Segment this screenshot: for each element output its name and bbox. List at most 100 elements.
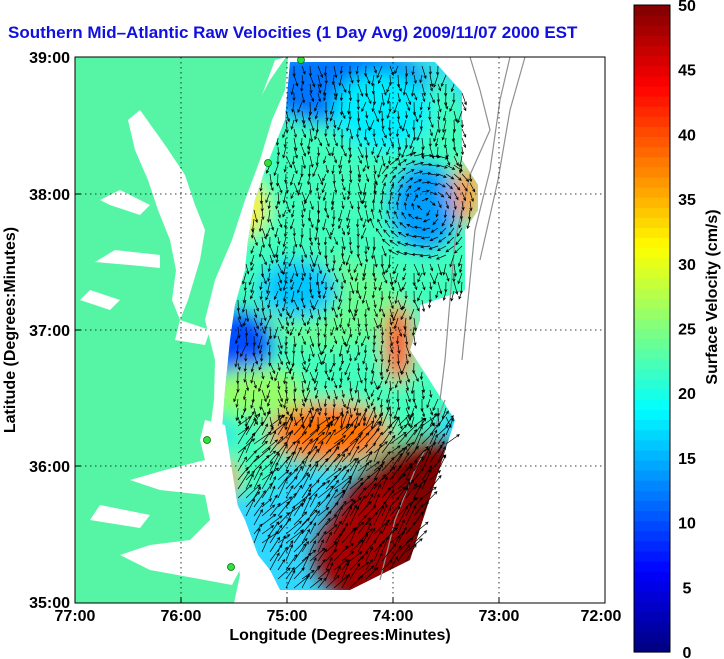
velocity-arrow — [354, 299, 359, 314]
velocity-arrow — [369, 119, 375, 131]
velocity-arrow — [437, 110, 441, 121]
velocity-arrow — [309, 200, 314, 211]
velocity-arrow — [237, 317, 243, 328]
velocity-arrow — [333, 532, 343, 553]
velocity-arrow — [365, 566, 379, 580]
velocity-arrow — [389, 137, 394, 148]
velocity-arrow — [365, 209, 370, 224]
velocity-arrow — [268, 236, 272, 248]
velocity-arrow — [293, 465, 303, 481]
velocity-arrow — [381, 487, 391, 499]
velocity-arrow — [347, 83, 352, 95]
colorbar-step — [634, 601, 670, 613]
velocity-arrow — [293, 575, 310, 589]
velocity-arrow — [400, 308, 407, 321]
velocity-arrow — [445, 434, 460, 445]
velocity-arrow — [309, 281, 313, 294]
velocity-arrow — [429, 200, 436, 206]
velocity-arrow — [393, 101, 399, 114]
velocity-arrow — [331, 263, 335, 272]
velocity-arrow — [433, 272, 439, 285]
velocity-arrow — [332, 398, 336, 408]
velocity-arrow — [357, 487, 367, 499]
velocity-arrow — [253, 471, 263, 490]
velocity-arrow — [435, 254, 447, 260]
velocity-arrow — [405, 335, 409, 346]
velocity-arrow — [237, 470, 250, 490]
velocity-arrow — [371, 83, 376, 95]
x-tick-label: 75:00 — [267, 608, 308, 625]
velocity-arrow — [307, 146, 311, 155]
velocity-arrow — [409, 137, 415, 150]
velocity-arrow — [289, 362, 295, 372]
velocity-arrow — [301, 65, 306, 75]
velocity-arrow — [277, 496, 293, 508]
velocity-arrow — [413, 92, 418, 101]
velocity-arrow — [261, 525, 275, 535]
velocity-arrow — [459, 209, 464, 220]
velocity-arrow — [354, 308, 359, 317]
velocity-arrow — [330, 200, 335, 211]
velocity-arrow — [413, 225, 423, 229]
velocity-arrow — [267, 272, 271, 282]
velocity-arrow — [363, 200, 368, 209]
velocity-arrow — [325, 541, 338, 553]
velocity-arrow — [412, 362, 416, 374]
velocity-arrow — [277, 218, 283, 228]
velocity-arrow — [365, 74, 371, 85]
velocity-arrow — [347, 101, 351, 115]
velocity-arrow — [293, 472, 309, 490]
velocity-arrow — [314, 389, 319, 400]
velocity-arrow — [245, 484, 261, 499]
velocity-arrow — [441, 128, 447, 141]
velocity-arrow — [331, 299, 335, 312]
velocity-arrow — [397, 544, 411, 562]
velocity-arrow — [436, 245, 447, 251]
velocity-arrow — [317, 263, 322, 275]
colorbar-step — [634, 368, 670, 380]
velocity-arrow — [357, 326, 361, 337]
velocity-arrow — [389, 445, 401, 454]
velocity-arrow — [373, 380, 379, 391]
velocity-arrow — [346, 398, 351, 411]
colorbar-step — [634, 106, 670, 117]
velocity-arrow — [324, 363, 328, 375]
velocity-arrow — [333, 335, 338, 345]
velocity-arrow — [389, 531, 406, 544]
velocity-arrow — [289, 173, 295, 186]
velocity-arrow — [324, 282, 328, 291]
velocity-arrow — [339, 317, 343, 329]
colorbar-step — [634, 227, 670, 239]
velocity-arrow — [437, 119, 441, 134]
velocity-arrow — [437, 173, 447, 178]
velocity-arrow — [349, 539, 364, 553]
velocity-cell — [222, 308, 274, 379]
velocity-arrow — [421, 465, 433, 481]
velocity-arrow — [333, 92, 337, 101]
velocity-arrow — [389, 65, 394, 76]
velocity-arrow — [377, 218, 383, 229]
velocity-arrow — [285, 505, 295, 526]
velocity-arrow — [290, 281, 295, 291]
velocity-arrow — [339, 65, 343, 75]
velocity-arrow — [397, 326, 403, 338]
velocity-arrow — [277, 308, 282, 318]
velocity-arrow — [306, 380, 311, 392]
velocity-arrow — [341, 254, 346, 266]
velocity-arrow — [333, 520, 342, 535]
velocity-arrow — [373, 443, 382, 463]
velocity-arrow — [317, 440, 324, 454]
velocity-arrow — [397, 433, 408, 445]
velocity-arrow — [275, 299, 279, 308]
velocity-arrow — [357, 119, 362, 132]
velocity-arrow — [395, 335, 400, 345]
velocity-arrow — [301, 128, 307, 139]
velocity-arrow — [317, 335, 321, 347]
velocity-arrow — [454, 245, 463, 254]
velocity-arrow — [324, 407, 328, 417]
velocity-arrow — [285, 540, 294, 553]
velocity-arrow — [339, 308, 343, 318]
velocity-arrow — [394, 65, 399, 75]
velocity-arrow — [453, 155, 459, 167]
velocity-arrow — [397, 344, 401, 355]
